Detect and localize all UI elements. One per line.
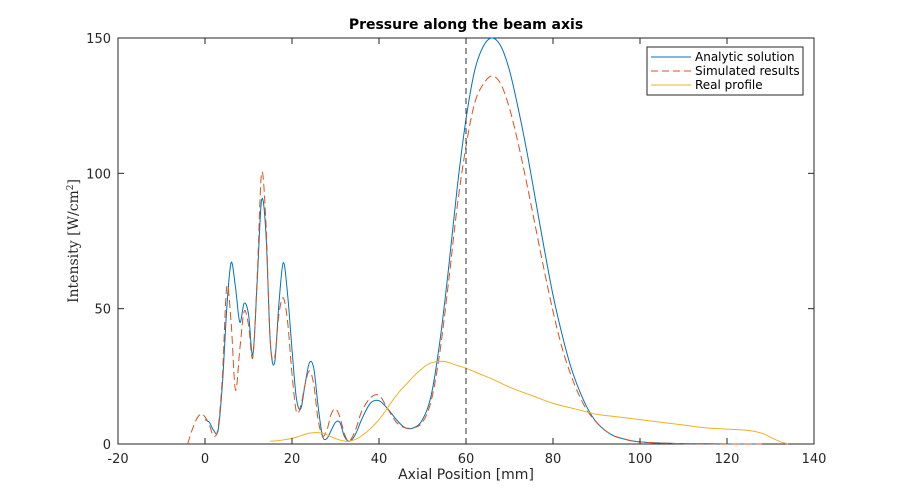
y-tick-label: 100 (86, 167, 111, 182)
x-tick-label: 120 (715, 452, 740, 467)
y-tick-label: 0 (103, 438, 111, 453)
legend-label-analytic: Analytic solution (695, 50, 795, 64)
series-layer (187, 37, 789, 445)
x-tick-label: 140 (802, 452, 827, 467)
x-tick-label: 100 (628, 452, 653, 467)
y-tick-label: 50 (94, 303, 111, 318)
series-line-simulated-results (187, 75, 762, 445)
legend: Analytic solution Simulated results Real… (646, 46, 804, 96)
y-tick-label: 150 (86, 32, 111, 47)
x-tick-label: 40 (371, 452, 388, 467)
y-axis-label-suffix: ] (66, 179, 82, 184)
legend-label-real: Real profile (695, 78, 763, 92)
series-line-real-profile (270, 360, 789, 445)
y-axis-label-prefix: Intensity [W/cm (66, 190, 82, 303)
x-tick-label: 0 (201, 452, 209, 467)
x-tick-label: 20 (284, 452, 301, 467)
chart-title: Pressure along the beam axis (349, 17, 583, 33)
x-tick-label: -20 (107, 452, 128, 467)
y-axis-label: Intensity [W/cm2] (66, 179, 82, 303)
x-axis-label: Axial Position [mm] (398, 467, 534, 483)
y-axis-label-sup: 2 (66, 184, 76, 190)
x-tick-label: 80 (545, 452, 562, 467)
legend-label-simulated: Simulated results (695, 64, 800, 78)
x-tick-label: 60 (458, 452, 475, 467)
